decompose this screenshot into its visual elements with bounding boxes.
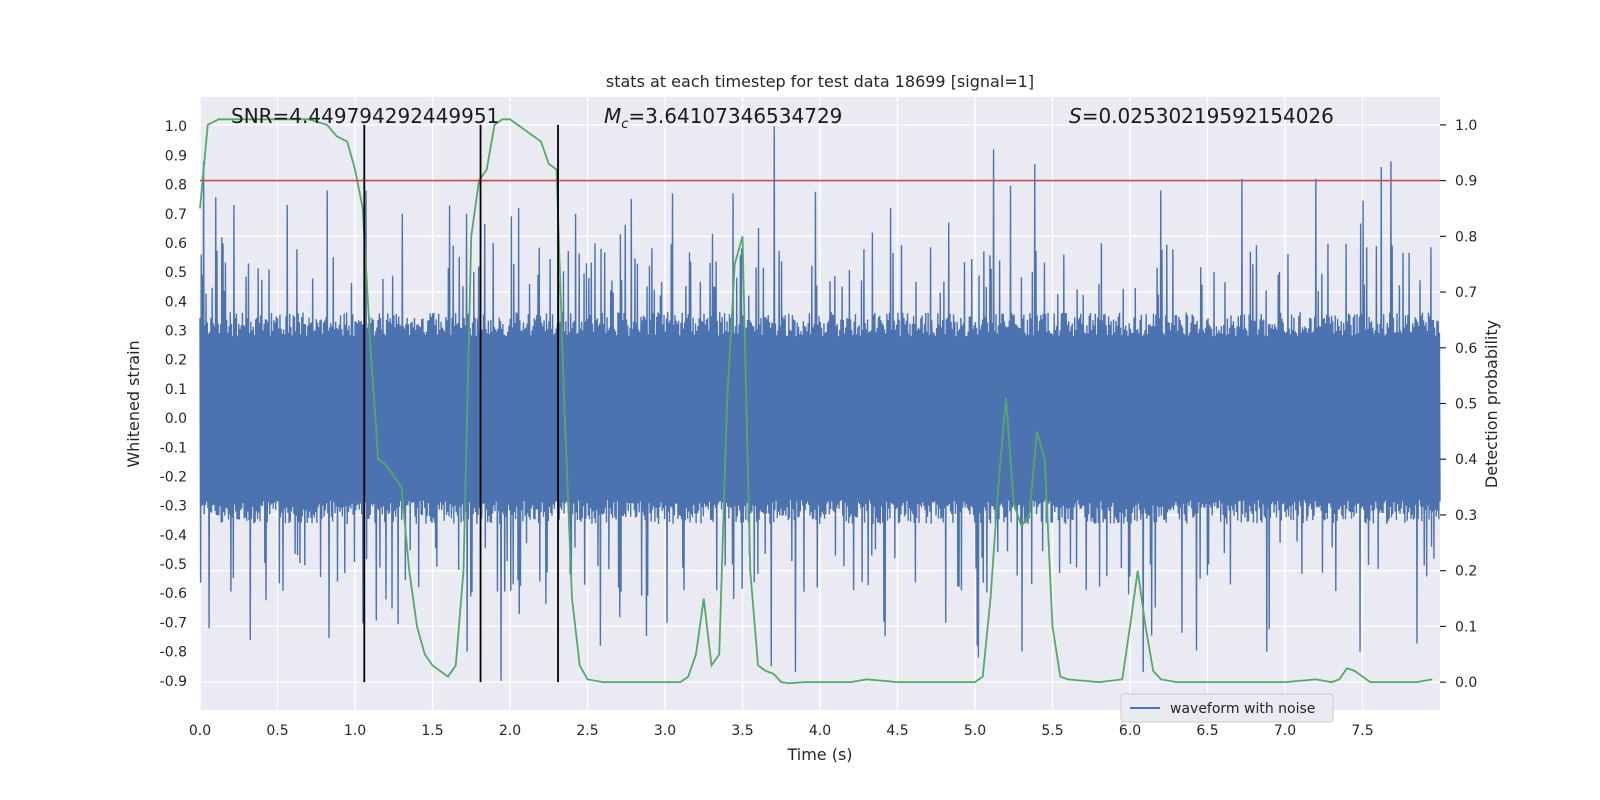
mc-symbol: M xyxy=(604,104,621,128)
y-tick-label: 0.9 xyxy=(165,148,187,164)
x-tick-label: 3.5 xyxy=(731,723,753,739)
probability-line xyxy=(199,118,1433,685)
x-axis-label: Time (s) xyxy=(786,745,852,764)
mc-subscript: c xyxy=(621,117,628,132)
x-tick-label: 4.0 xyxy=(809,723,831,739)
y2-tick-label: 1.0 xyxy=(1455,118,1477,134)
y2-tick-label: 0.0 xyxy=(1455,675,1477,691)
y-tick-label: 0.4 xyxy=(165,294,187,310)
x-tick-label: 7.0 xyxy=(1274,723,1296,739)
y-tick-label: 0.1 xyxy=(165,382,187,398)
legend: waveform with noise xyxy=(1120,693,1334,723)
x-tick-label: 5.0 xyxy=(964,723,986,739)
y2-tick-label: 0.7 xyxy=(1455,285,1477,301)
y-tick-label: 0.5 xyxy=(165,265,187,281)
y2-tick-label: 0.1 xyxy=(1455,619,1477,635)
waveform-series xyxy=(199,126,1441,681)
x-tick-label: 5.5 xyxy=(1041,723,1063,739)
annotation-s: S=0.02530219592154026 xyxy=(1069,104,1334,128)
probability-series xyxy=(199,118,1433,685)
x-tick-label: 0.5 xyxy=(266,723,288,739)
x-tick-label: 1.0 xyxy=(344,723,366,739)
y-tick-label: -0.9 xyxy=(160,674,187,690)
vertical-markers xyxy=(363,124,559,683)
x-tick-label: 7.5 xyxy=(1351,723,1373,739)
y2-tick-label: 0.4 xyxy=(1455,452,1477,468)
y-tick-label: 0.7 xyxy=(165,207,187,223)
x-tick-label: 2.5 xyxy=(576,723,598,739)
y-tick-label: 0.3 xyxy=(165,324,187,340)
y-tick-label: -0.6 xyxy=(160,586,187,602)
y-tick-label: 0.0 xyxy=(165,411,187,427)
chart-title: stats at each timestep for test data 186… xyxy=(606,72,1034,91)
y-tick-label: -0.4 xyxy=(160,528,187,544)
s-symbol: S xyxy=(1069,104,1082,128)
y-tick-label: -0.3 xyxy=(160,499,187,515)
y-tick-label: 0.6 xyxy=(165,236,187,252)
y2-tick-label: 0.3 xyxy=(1455,508,1477,524)
y-tick-label: -0.7 xyxy=(160,615,187,631)
y2-tick-label: 0.8 xyxy=(1455,229,1477,245)
x-tick-label: 1.5 xyxy=(421,723,443,739)
x-tick-label: 4.5 xyxy=(886,723,908,739)
legend-label-waveform: waveform with noise xyxy=(1170,701,1315,717)
y-tick-label: -0.8 xyxy=(160,645,187,661)
waveform-line xyxy=(199,126,1441,681)
x-tick-label: 6.5 xyxy=(1196,723,1218,739)
x-tick-label: 6.0 xyxy=(1119,723,1141,739)
y2-tick-label: 0.5 xyxy=(1455,397,1477,413)
y-tick-label: -0.5 xyxy=(160,557,187,573)
y2-tick-label: 0.9 xyxy=(1455,174,1477,190)
annotation-mc: Mc=3.64107346534729 xyxy=(604,104,842,132)
y2-tick-label: 0.2 xyxy=(1455,564,1477,580)
x-tick-labels: 0.0 0.5 1.0 1.5 2.0 2.5 3.0 3.5 4.0 4.5 5.0 5.5 6.0 6… xyxy=(189,723,1374,739)
y2-tick-label: 0.6 xyxy=(1455,341,1477,357)
y-axis-label: Whitened strain xyxy=(124,340,143,467)
s-value: =0.02530219592154026 xyxy=(1082,104,1334,128)
x-tick-label: 0.0 xyxy=(189,723,211,739)
y-tick-labels: -0.9 -0.8 -0.7 -0.6 -0.5 -0.4 -0.3 -0.2 -0.1 0.0 0… xyxy=(160,119,187,690)
mc-value: =3.64107346534729 xyxy=(628,104,842,128)
y-tick-label: -0.2 xyxy=(160,469,187,485)
y-tick-label: 0.2 xyxy=(165,353,187,369)
y2-tick-labels: 0.0 0.1 0.2 0.3 0.4 0.5 0.6 0.7 0.8 0.9 1.0 xyxy=(1440,118,1477,691)
x-tick-label: 3.0 xyxy=(654,723,676,739)
x-tick-label: 2.0 xyxy=(499,723,521,739)
y-tick-label: -0.1 xyxy=(160,440,187,456)
y-tick-label: 0.8 xyxy=(165,178,187,194)
annotation-snr: SNR=4.449794292449951 xyxy=(231,104,499,128)
y2-axis-label: Detection probability xyxy=(1482,320,1501,488)
legend-box xyxy=(1120,693,1334,723)
y-tick-label: 1.0 xyxy=(165,119,187,135)
